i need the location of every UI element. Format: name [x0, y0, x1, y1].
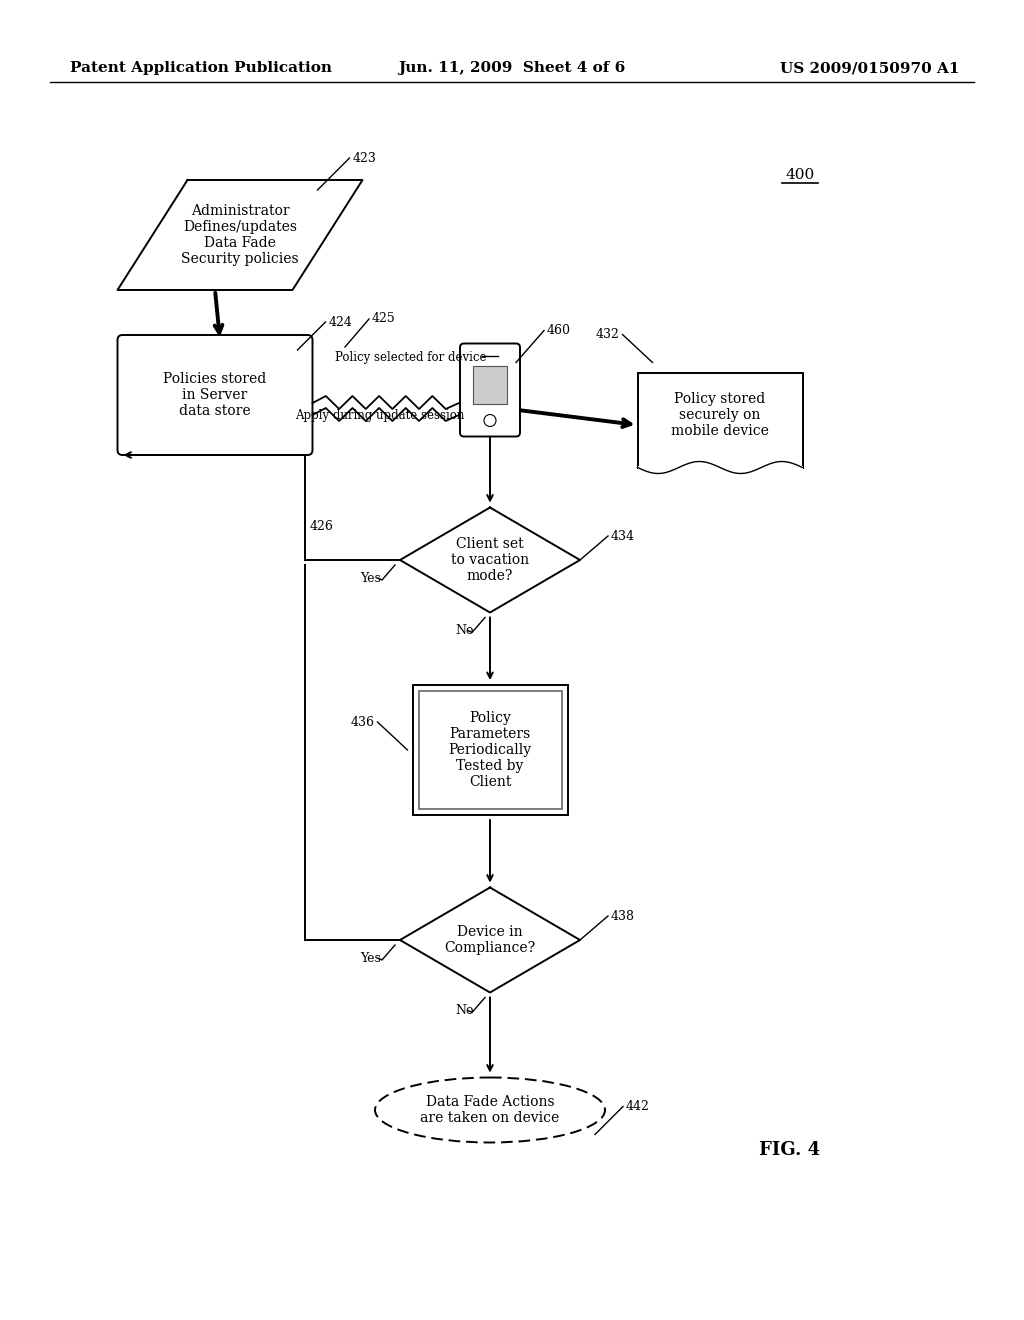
Bar [413, 685, 567, 814]
Text: Policy stored
securely on
mobile device: Policy stored securely on mobile device [671, 392, 769, 438]
Text: 442: 442 [626, 1100, 650, 1113]
Text: Yes: Yes [360, 572, 381, 585]
Text: Data Fade Actions
are taken on device: Data Fade Actions are taken on device [421, 1094, 560, 1125]
Bar [638, 372, 803, 467]
Text: 436: 436 [350, 715, 375, 729]
Text: FIG. 4: FIG. 4 [760, 1140, 820, 1159]
Text: 425: 425 [372, 313, 395, 326]
Text: Apply during update session: Apply during update session [295, 408, 464, 421]
Text: Administrator
Defines/updates
Data Fade
Security policies: Administrator Defines/updates Data Fade … [181, 203, 299, 267]
Text: Policies stored
in Server
data store: Policies stored in Server data store [164, 372, 266, 418]
Text: Policy
Parameters
Periodically
Tested by
Client: Policy Parameters Periodically Tested by… [449, 710, 531, 789]
Text: Policy selected for device: Policy selected for device [335, 351, 486, 364]
FancyBboxPatch shape [118, 335, 312, 455]
Text: 432: 432 [596, 327, 620, 341]
Text: No: No [455, 624, 473, 638]
Text: No: No [455, 1005, 473, 1016]
Text: Yes: Yes [360, 952, 381, 965]
Text: Patent Application Publication: Patent Application Publication [70, 61, 332, 75]
Text: 424: 424 [329, 315, 352, 329]
Text: US 2009/0150970 A1: US 2009/0150970 A1 [780, 61, 961, 75]
Text: 426: 426 [310, 520, 334, 533]
Text: 460: 460 [547, 323, 571, 337]
Text: 423: 423 [352, 152, 377, 165]
Bar [473, 366, 507, 404]
Ellipse shape [375, 1077, 605, 1143]
Text: Client set
to vacation
mode?: Client set to vacation mode? [451, 537, 529, 583]
Bar [638, 466, 803, 470]
Bar [419, 690, 561, 809]
Text: Jun. 11, 2009  Sheet 4 of 6: Jun. 11, 2009 Sheet 4 of 6 [398, 61, 626, 75]
Text: 400: 400 [785, 168, 815, 182]
Text: 438: 438 [611, 909, 635, 923]
Text: 434: 434 [611, 529, 635, 543]
Text: Device in
Compliance?: Device in Compliance? [444, 925, 536, 956]
FancyBboxPatch shape [460, 343, 520, 437]
